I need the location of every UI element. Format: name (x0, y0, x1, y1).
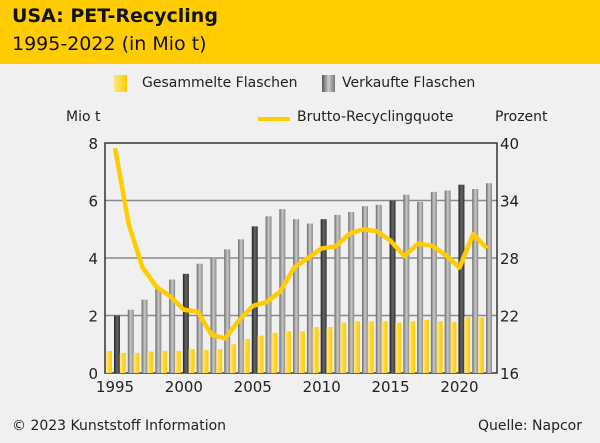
chart-subtitle: 1995-2022 (in Mio t) (12, 33, 207, 55)
bar-sold (306, 223, 313, 373)
bar-collected (354, 321, 360, 373)
x-tick-label: 2015 (371, 378, 409, 396)
chart-title: USA: PET-Recycling (12, 5, 218, 27)
left-tick-label: 8 (88, 135, 98, 153)
legend-collected: Gesammelte Flaschen (142, 75, 298, 91)
legend-sold: Verkaufte Flaschen (342, 75, 476, 91)
bar-collected (161, 350, 168, 373)
bar-sold (265, 216, 272, 373)
left-tick-label: 2 (88, 308, 98, 326)
x-tick-label: 1995 (96, 378, 134, 396)
right-tick-label: 28 (500, 250, 519, 268)
left-axis-label: Mio t (66, 109, 101, 125)
bar-collected (436, 321, 443, 373)
bar-collected (271, 332, 278, 373)
bar-sold (417, 201, 424, 373)
right-tick-label: 40 (500, 135, 519, 153)
bar-sold (114, 315, 120, 373)
bar-sold (210, 258, 217, 373)
bar-collected (243, 339, 250, 373)
bar-sold (430, 191, 437, 373)
x-tick-label: 2020 (440, 378, 478, 396)
bar-collected (464, 316, 471, 373)
source: Quelle: Napcor (477, 418, 582, 434)
bar-sold (293, 219, 300, 373)
bar-sold (389, 200, 396, 373)
bar-collected (106, 350, 112, 373)
right-tick-label: 22 (500, 308, 519, 326)
bar-collected (298, 331, 305, 373)
legend-rate: Brutto-Recyclingquote (297, 109, 454, 125)
bar-sold (458, 184, 465, 373)
left-tick-label: 4 (88, 250, 98, 268)
legend-swatch-rate (258, 117, 290, 121)
bar-collected (450, 321, 457, 373)
bar-collected (147, 351, 154, 373)
bar-collected (133, 352, 140, 373)
left-tick-label: 0 (88, 365, 98, 383)
bar-sold (320, 219, 327, 373)
bar-sold (334, 214, 341, 373)
bar-sold (444, 190, 451, 373)
bar-collected (340, 322, 347, 373)
x-tick-label: 2010 (303, 378, 341, 396)
bar-sold (182, 273, 189, 373)
bar-sold (403, 194, 410, 373)
bar-sold (472, 189, 479, 373)
header-band: USA: PET-Recycling 1995-2022 (in Mio t) (0, 0, 600, 64)
bar-sold (127, 309, 134, 373)
bar-sold (251, 226, 258, 373)
bar-collected (326, 327, 333, 373)
x-tick-label: 2005 (234, 378, 272, 396)
bar-sold (362, 206, 368, 373)
bar-collected (367, 321, 374, 373)
bar-collected (422, 319, 429, 373)
x-tick-label: 2000 (165, 378, 203, 396)
bar-collected (409, 321, 416, 373)
line-recycling-rate (112, 147, 489, 341)
bar-collected (312, 327, 319, 373)
legend-swatch-collected (114, 75, 127, 92)
bar-sold (155, 288, 162, 373)
bar-sold (141, 299, 148, 373)
bar-collected (285, 331, 292, 373)
bar-collected (381, 321, 388, 373)
copyright: © 2023 Kunststoff Information (12, 418, 227, 434)
bar-sold (224, 249, 231, 373)
bar-collected (202, 350, 209, 373)
left-tick-label: 6 (88, 193, 98, 211)
right-tick-label: 34 (500, 193, 519, 211)
bar-sold (169, 279, 176, 373)
bar-collected (478, 317, 484, 373)
bar-sold (486, 183, 492, 373)
bar-collected (119, 352, 126, 373)
bar-collected (395, 322, 402, 373)
bar-collected (230, 344, 236, 373)
bar-sold (348, 212, 355, 373)
right-tick-label: 16 (500, 365, 519, 383)
bar-sold (375, 204, 382, 373)
legend-swatch-sold (322, 75, 335, 92)
right-axis-label: Prozent (495, 109, 548, 125)
bar-collected (188, 349, 195, 373)
bar-collected (257, 335, 264, 373)
bar-collected (174, 350, 181, 373)
bar-collected (216, 349, 223, 373)
bar-sold (238, 239, 244, 373)
